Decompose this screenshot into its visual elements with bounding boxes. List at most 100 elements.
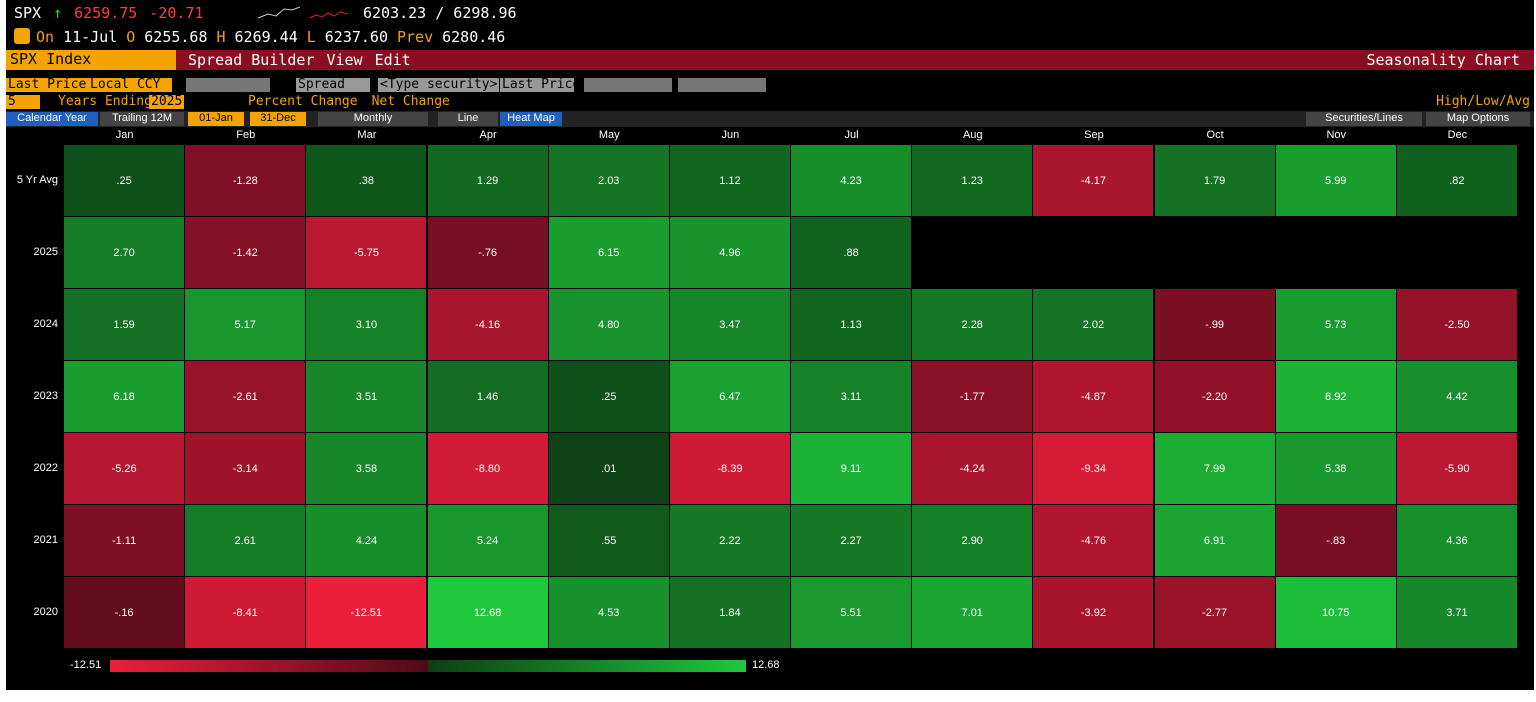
heatmap-cell: 9.11 (791, 433, 913, 505)
heatmap-cell: -4.76 (1033, 505, 1155, 577)
period-select[interactable]: Monthly (318, 112, 428, 126)
day-range: 6203.23 / 6298.96 (363, 4, 517, 22)
view-tab[interactable]: Heat Map (500, 112, 562, 126)
heatmap-cell: 2.03 (548, 145, 670, 217)
heatmap-cell: 2.28 (912, 289, 1034, 361)
view-tab[interactable]: Line (438, 112, 498, 126)
security-input[interactable]: <Type security> (378, 77, 500, 92)
heatmap-cell: .25 (548, 361, 670, 433)
field-select[interactable]: Last Price (6, 77, 89, 92)
column-header: Jul (844, 129, 859, 141)
heatmap-cell: 6.18 (64, 361, 186, 433)
heatmap-cell: .55 (548, 505, 670, 577)
low: 6237.60 (324, 28, 388, 46)
heatmap-cell: -4.17 (1033, 145, 1155, 217)
to-date[interactable]: 31-Dec (250, 112, 306, 126)
scale-min: -12.51 (70, 659, 102, 671)
heatmap-cell: 3.71 (1396, 577, 1518, 649)
heatmap-cell: 6.47 (669, 361, 791, 433)
column-header: Jun (721, 129, 740, 141)
prev: 6280.46 (442, 28, 506, 46)
mode-select[interactable]: Spread (296, 78, 370, 92)
menu-item[interactable]: Spread Builder (188, 51, 315, 69)
color-scale (110, 660, 746, 672)
heatmap-cell: 2.27 (791, 505, 913, 577)
heatmap-cell: .01 (548, 433, 670, 505)
map-options-button[interactable]: Map Options (1426, 112, 1530, 126)
heatmap-cell: -2.20 (1154, 361, 1276, 433)
heatmap-cell: 1.13 (791, 289, 913, 361)
heatmap-cell: 3.58 (306, 433, 428, 505)
row-label: 2021 (33, 534, 58, 546)
heatmap-cell: -5.75 (306, 217, 428, 289)
heatmap-cell: .88 (791, 217, 913, 289)
heatmap-cell: 3.10 (306, 289, 428, 361)
heatmap-cell: 5.24 (427, 505, 549, 577)
securities-button[interactable]: Securities/Lines (1306, 112, 1422, 126)
on-label: On (36, 28, 55, 46)
heatmap-cell: -4.16 (427, 289, 549, 361)
blank-select[interactable] (678, 78, 766, 92)
prev-label: Prev (397, 28, 434, 46)
heatmap-cell: .25 (64, 145, 186, 217)
blank-select[interactable] (584, 78, 672, 92)
tab[interactable]: Trailing 12M (100, 112, 184, 126)
column-header: Oct (1206, 129, 1224, 141)
field2-select[interactable]: Last Price (500, 77, 581, 92)
sparkline (257, 6, 301, 19)
arrow: ↑ (53, 4, 63, 22)
years-ending-label[interactable]: Years Ending (58, 94, 152, 109)
heatmap-cell: 10.75 (1275, 577, 1397, 649)
heatmap-cell: 2.61 (185, 505, 307, 577)
heatmap-cell: 2.70 (64, 217, 186, 289)
heatmap-cell: 2.90 (912, 505, 1034, 577)
row-label: 5 Yr Avg (16, 174, 58, 186)
heatmap-cell: 5.99 (1275, 145, 1397, 217)
heatmap-cell: -1.28 (185, 145, 307, 217)
high-label: H (216, 28, 226, 46)
heatmap-cell: -8.41 (185, 577, 307, 649)
menu-item[interactable]: View (326, 51, 363, 69)
menu-bar (6, 50, 1534, 70)
heatmap-cell: 1.29 (427, 145, 549, 217)
alert-icon (14, 28, 30, 44)
heatmap-cell: 7.01 (912, 577, 1034, 649)
row-label: 2020 (33, 606, 58, 618)
heatmap-cell: -.83 (1275, 505, 1397, 577)
heatmap-cell: 1.79 (1154, 145, 1276, 217)
heatmap-cell: 3.51 (306, 361, 428, 433)
heatmap-cell: -9.34 (1033, 433, 1155, 505)
row-label: 2022 (33, 462, 58, 474)
sparkline (309, 11, 349, 19)
heatmap-cell: 5.73 (1275, 289, 1397, 361)
currency-select[interactable]: Local CCY (88, 78, 172, 92)
heatmap-cell: 4.96 (669, 217, 791, 289)
blank-select[interactable] (186, 78, 270, 92)
years-input[interactable]: 5 (6, 95, 40, 109)
option-radio[interactable]: Percent Change (248, 94, 358, 109)
heatmap-cell: -2.77 (1154, 577, 1276, 649)
heatmap-cell: -.76 (427, 217, 549, 289)
column-header: Dec (1447, 129, 1468, 141)
chart-title[interactable]: Seasonality Chart (1366, 51, 1520, 69)
column-header: Nov (1326, 129, 1347, 141)
menu-item[interactable]: Edit (374, 51, 411, 69)
change: -20.71 (149, 4, 204, 22)
option-radio[interactable]: Net Change (371, 94, 450, 109)
from-date[interactable]: 01-Jan (188, 112, 244, 126)
high-low-toggle[interactable]: High/Low/Avg (1436, 94, 1530, 109)
year-input[interactable]: 2025 (149, 94, 185, 109)
ticker: SPX (14, 4, 42, 22)
tab[interactable]: Calendar Year (6, 112, 98, 126)
heatmap-cell: .82 (1396, 145, 1518, 217)
terminal-window: SPX ↑ 6259.75 -20.71 6203.23 / 6298.96 On 11-J… (6, 0, 1534, 690)
heatmap-cell: 5.17 (185, 289, 307, 361)
heatmap-cell: .38 (306, 145, 428, 217)
heatmap-cell: 7.99 (1154, 433, 1276, 505)
heatmap-cell: 5.51 (791, 577, 913, 649)
heatmap-cell: 1.46 (427, 361, 549, 433)
security-box[interactable]: SPX Index (6, 50, 176, 70)
heatmap-cell: 1.12 (669, 145, 791, 217)
row-label: 2024 (33, 318, 58, 330)
heatmap-cell: -.16 (64, 577, 186, 649)
